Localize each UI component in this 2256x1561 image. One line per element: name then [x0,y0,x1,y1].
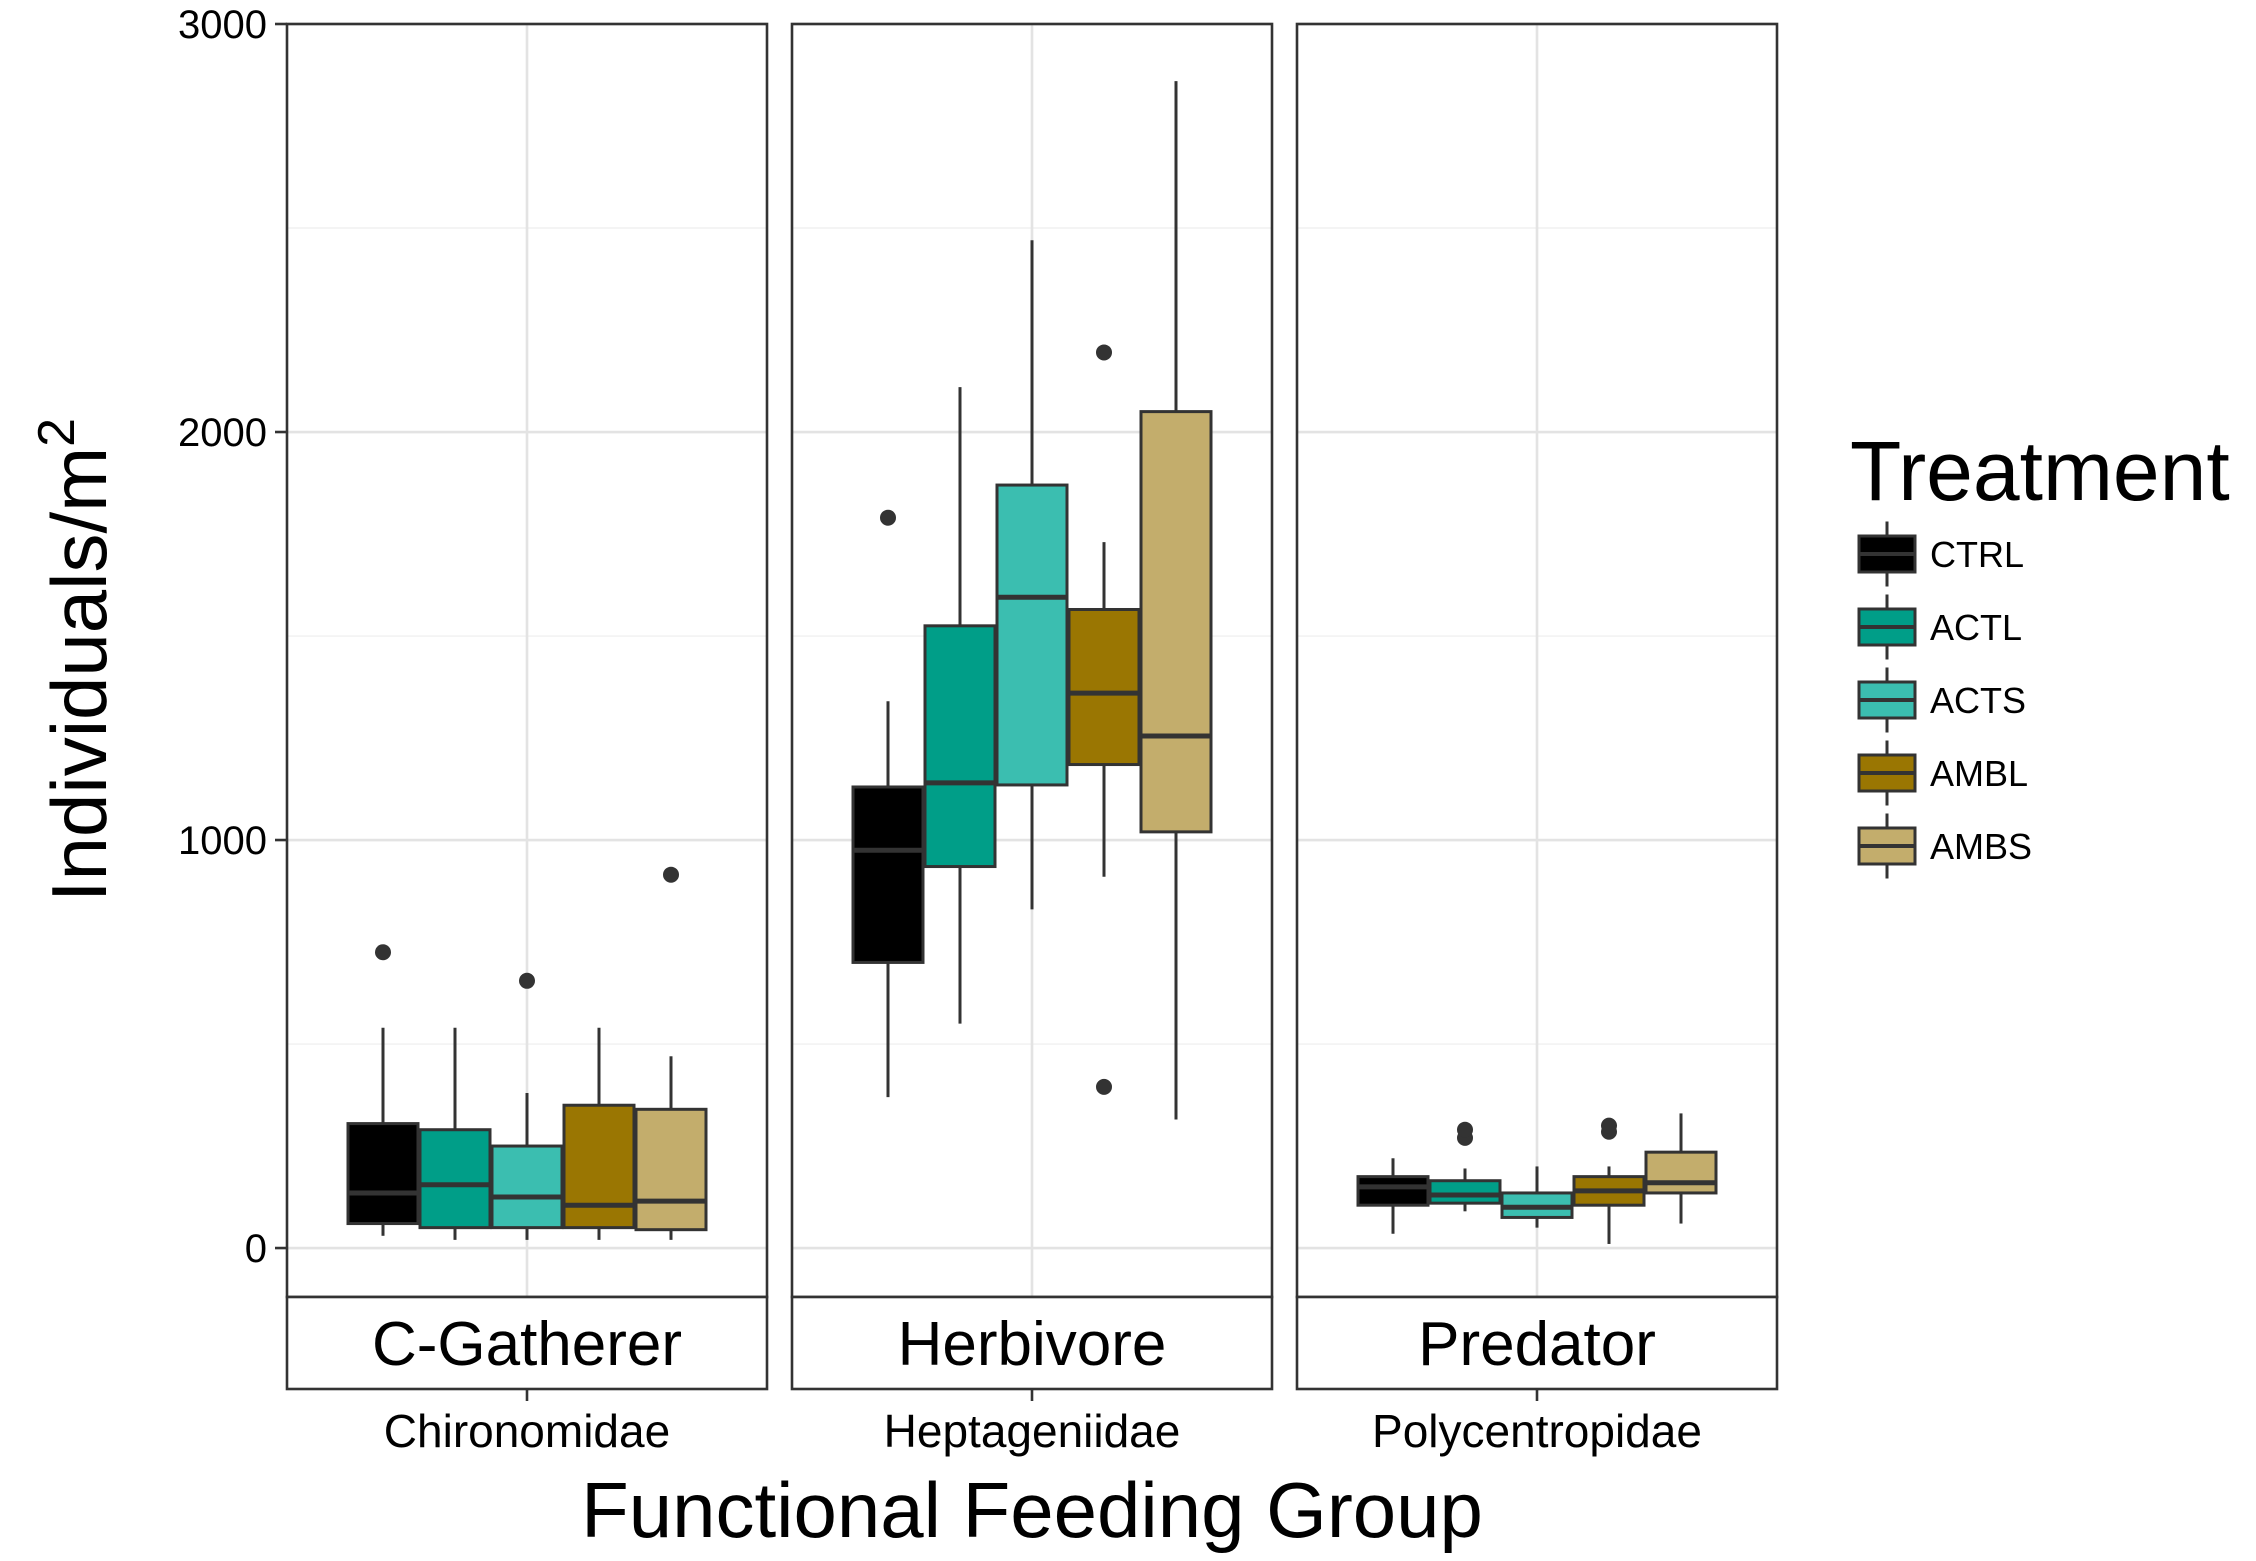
box-ambl [562,1027,636,1240]
outlier-point [1457,1121,1473,1138]
y-tick-label: 3000 [178,3,267,47]
legend-title: Treatment [1850,424,2230,518]
y-axis-title-main: Individuals [35,534,123,903]
box-body [1428,1179,1502,1205]
y-axis-title-exponent: 2 [28,418,86,447]
box-actl [923,387,997,1024]
box-body [1356,1175,1430,1207]
box-body [995,483,1069,787]
box-ambl [1067,344,1141,1095]
box-acts [995,240,1069,910]
outlier-point [880,509,896,526]
box-ambs [1644,1113,1718,1224]
box-ctrl [1356,1158,1430,1234]
y-tick-label: 2000 [178,411,267,455]
y-tick-label: 1000 [178,819,267,863]
y-tick-label: 0 [245,1227,267,1271]
box-body [851,785,925,964]
box-ambs [1139,81,1213,1120]
strip-label: Herbivore [898,1310,1167,1379]
box-body [1067,607,1141,767]
box-actl [418,1027,492,1240]
legend-item-ambl: AMBL [1857,740,2028,806]
x-axis-title: Functional Feeding Group [581,1466,1483,1554]
box-actl [1428,1121,1502,1212]
outlier-point [663,866,679,883]
x-tick-label: Heptageniidae [884,1405,1181,1457]
strip-box [790,1295,1274,1391]
legend-item-acts: ACTS [1857,667,2026,733]
legend-label: ACTS [1930,680,2026,721]
outlier-point [1096,344,1112,361]
legend-label: AMBL [1930,753,2028,794]
box-body [1139,410,1213,834]
outlier-point [1601,1117,1617,1134]
box-acts [1500,1166,1574,1228]
legend-item-ctrl: CTRL [1857,521,2024,587]
strip-label: Predator [1418,1310,1656,1379]
box-body [634,1107,708,1232]
outlier-point [519,972,535,989]
box-ctrl [851,509,925,1098]
strip-label: C-Gatherer [372,1310,682,1379]
legend-item-ambs: AMBS [1857,813,2032,879]
box-ambl [1572,1117,1646,1244]
box-ambs [634,866,708,1240]
legend-label: AMBS [1930,826,2032,867]
strip-box [1295,1295,1779,1391]
facet-panel: Predator Polycentropidae [1295,22,1779,1457]
y-axis-title-unit: m [35,447,123,512]
box-ctrl [346,944,420,1236]
legend-label: ACTL [1930,607,2022,648]
x-tick-label: Chironomidae [384,1405,670,1457]
box-body [490,1144,564,1230]
x-tick-label: Polycentropidae [1372,1405,1702,1457]
strip-box [285,1295,769,1391]
box-acts [490,972,564,1240]
outlier-point [1096,1078,1112,1095]
box-body [562,1103,636,1230]
box-body [346,1122,420,1226]
facet-panel: C-Gatherer Chironomidae [285,22,769,1457]
facet-panel: Herbivore Heptageniidae [790,22,1274,1457]
outlier-point [375,944,391,961]
box-body [1644,1150,1718,1195]
box-body [923,624,997,869]
box-body [418,1128,492,1230]
legend-label: CTRL [1930,534,2024,575]
legend-item-actl: ACTL [1857,594,2022,660]
y-axis-title-slash: / [35,512,123,534]
y-axis-title: Individuals/m2 [28,418,123,902]
